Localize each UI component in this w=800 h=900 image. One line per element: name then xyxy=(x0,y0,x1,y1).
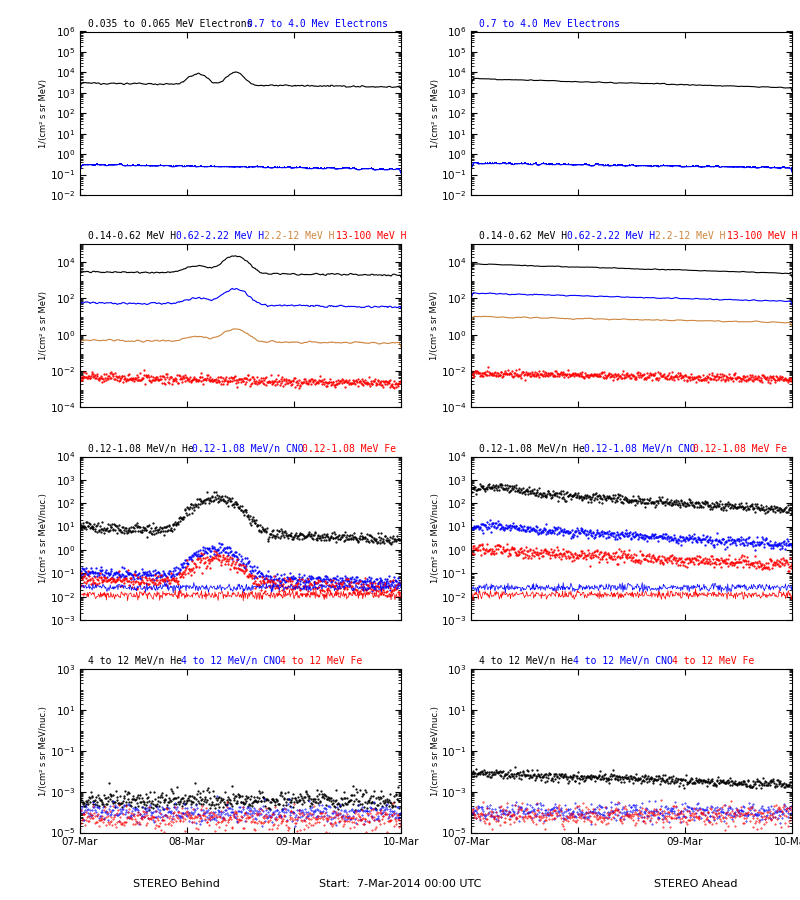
Text: 0.12-1.08 MeV/n CNO: 0.12-1.08 MeV/n CNO xyxy=(583,444,707,454)
Text: 0.7 to 4.0 Mev Electrons: 0.7 to 4.0 Mev Electrons xyxy=(479,19,632,29)
Text: 0.12-1.08 MeV/n He: 0.12-1.08 MeV/n He xyxy=(88,444,206,454)
Text: 0.12-1.08 MeV Fe: 0.12-1.08 MeV Fe xyxy=(302,444,408,454)
Text: 2.2-12 MeV H: 2.2-12 MeV H xyxy=(264,231,346,241)
Text: 4 to 12 MeV Fe: 4 to 12 MeV Fe xyxy=(280,656,374,666)
Text: STEREO Ahead: STEREO Ahead xyxy=(654,879,738,889)
Text: 2.2-12 MeV H: 2.2-12 MeV H xyxy=(655,231,738,241)
Y-axis label: 1/(cm² s sr MeV/nuc.): 1/(cm² s sr MeV/nuc.) xyxy=(430,493,439,583)
Y-axis label: 1/(cm² s sr MeV/nuc.): 1/(cm² s sr MeV/nuc.) xyxy=(39,493,48,583)
Y-axis label: 1/(cm² s sr MeV): 1/(cm² s sr MeV) xyxy=(430,78,440,148)
Text: STEREO Behind: STEREO Behind xyxy=(133,879,220,889)
Text: 4 to 12 MeV Fe: 4 to 12 MeV Fe xyxy=(671,656,766,666)
Text: 0.14-0.62 MeV H: 0.14-0.62 MeV H xyxy=(88,231,188,241)
Text: Start:  7-Mar-2014 00:00 UTC: Start: 7-Mar-2014 00:00 UTC xyxy=(319,879,481,889)
Text: 0.12-1.08 MeV/n He: 0.12-1.08 MeV/n He xyxy=(479,444,597,454)
Text: 4 to 12 MeV/n He: 4 to 12 MeV/n He xyxy=(479,656,585,666)
Text: 13-100 MeV H: 13-100 MeV H xyxy=(727,231,800,241)
Text: 0.12-1.08 MeV/n CNO: 0.12-1.08 MeV/n CNO xyxy=(192,444,316,454)
Y-axis label: 1/(cm² s sr MeV/nuc.): 1/(cm² s sr MeV/nuc.) xyxy=(430,706,439,796)
Y-axis label: 1/(cm² s sr MeV): 1/(cm² s sr MeV) xyxy=(39,78,48,148)
Text: 4 to 12 MeV/n CNO: 4 to 12 MeV/n CNO xyxy=(182,656,293,666)
Y-axis label: 1/(cm² s sr MeV): 1/(cm² s sr MeV) xyxy=(430,292,439,360)
Text: 4 to 12 MeV/n CNO: 4 to 12 MeV/n CNO xyxy=(573,656,684,666)
Text: 0.7 to 4.0 Mev Electrons: 0.7 to 4.0 Mev Electrons xyxy=(246,19,399,29)
Text: 0.62-2.22 MeV H: 0.62-2.22 MeV H xyxy=(176,231,276,241)
Y-axis label: 1/(cm² s sr MeV): 1/(cm² s sr MeV) xyxy=(39,292,48,360)
Text: 4 to 12 MeV/n He: 4 to 12 MeV/n He xyxy=(88,656,194,666)
Text: 0.14-0.62 MeV H: 0.14-0.62 MeV H xyxy=(479,231,579,241)
Text: 13-100 MeV H: 13-100 MeV H xyxy=(336,231,418,241)
Y-axis label: 1/(cm² s sr MeV/nuc.): 1/(cm² s sr MeV/nuc.) xyxy=(39,706,48,796)
Text: 0.12-1.08 MeV Fe: 0.12-1.08 MeV Fe xyxy=(694,444,799,454)
Text: 0.62-2.22 MeV H: 0.62-2.22 MeV H xyxy=(567,231,667,241)
Text: 0.035 to 0.065 MeV Electrons: 0.035 to 0.065 MeV Electrons xyxy=(88,19,264,29)
